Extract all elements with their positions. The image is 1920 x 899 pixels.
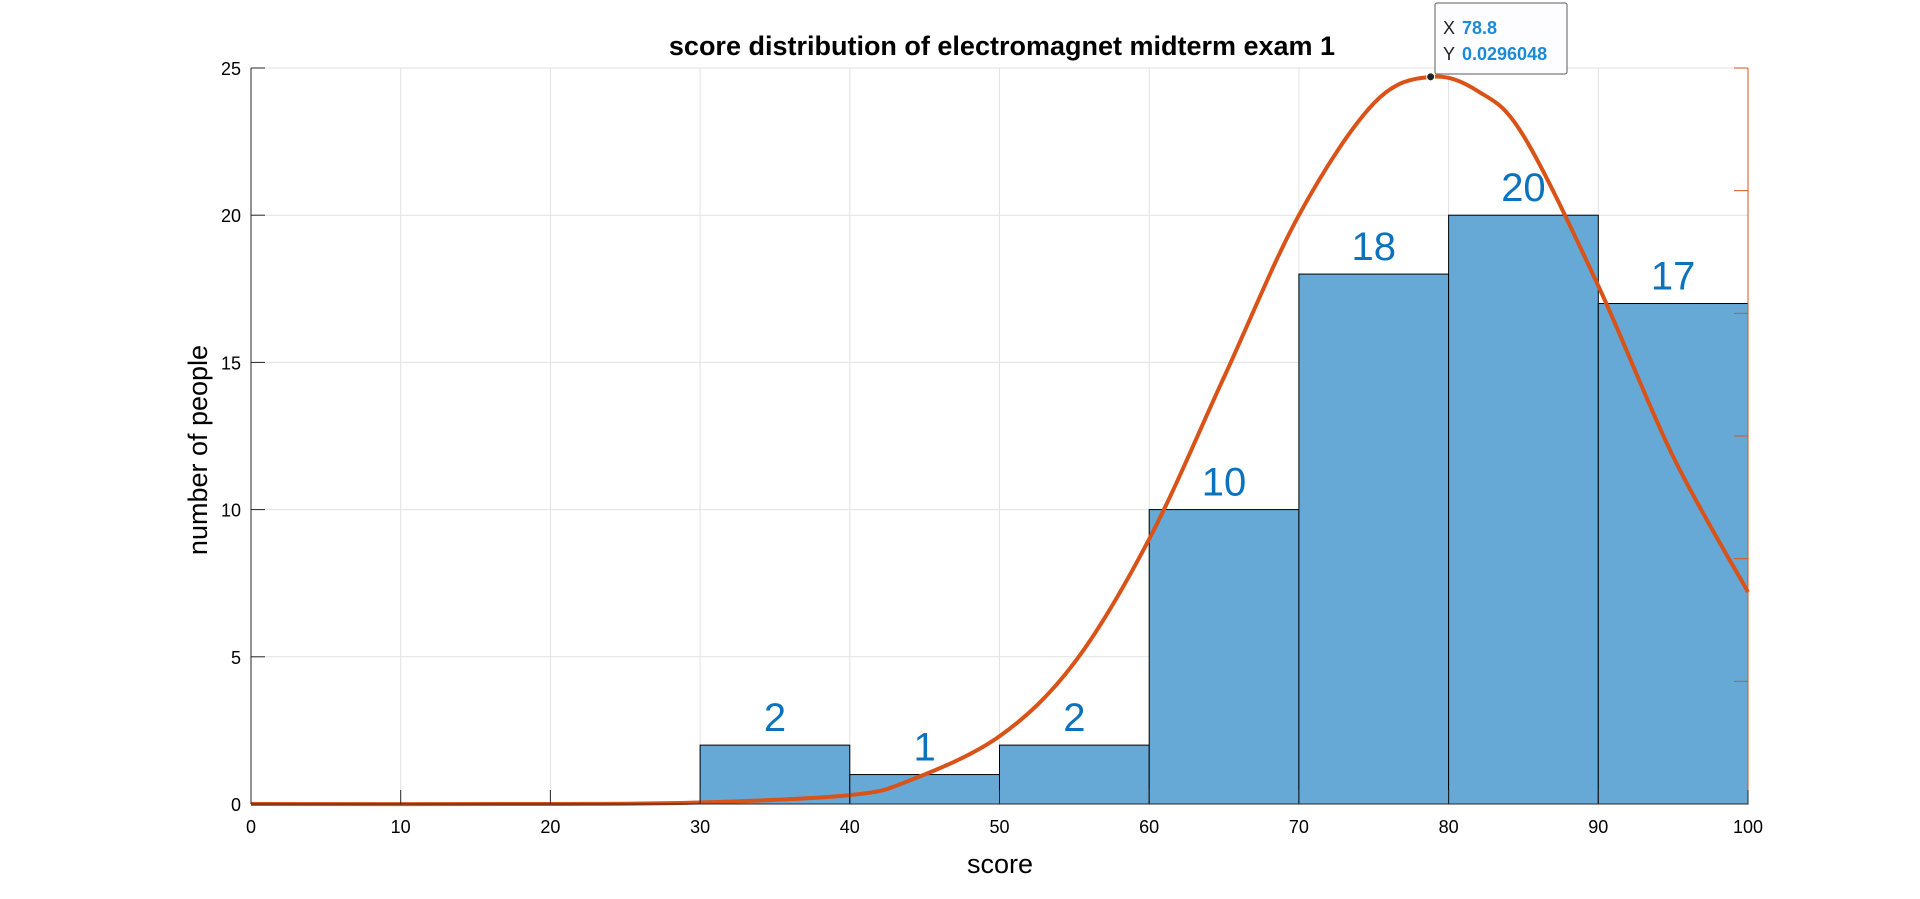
bar-value-label: 10: [1202, 461, 1247, 505]
bar-value-label: 1: [914, 726, 936, 770]
y-tick-labels: 0 5 10 15 20 25: [221, 59, 241, 815]
bar-value-label: 2: [764, 696, 786, 740]
y-tick-label: 15: [221, 353, 241, 373]
datatip-x-key: X: [1443, 18, 1455, 38]
datatip-y-value: 0.0296048: [1462, 44, 1547, 64]
histogram-bar: [999, 744, 1150, 805]
histogram-bar: [1597, 303, 1749, 805]
y-tick-label: 20: [221, 206, 241, 226]
datatip-marker[interactable]: [1426, 72, 1436, 82]
x-tick-label: 100: [1733, 817, 1763, 837]
chart-title: score distribution of electromagnet midt…: [669, 31, 1335, 61]
fit-curve-layer: [250, 72, 1750, 807]
x-tick-label: 20: [540, 817, 560, 837]
y-tick-label: 0: [231, 795, 241, 815]
x-tick-label: 70: [1289, 817, 1309, 837]
x-tick-labels: 0 10 20 30 40 50 60 70 80 90 100: [246, 817, 1763, 837]
x-tick-label: 0: [246, 817, 256, 837]
x-tick-label: 40: [840, 817, 860, 837]
y-tick-label: 10: [221, 501, 241, 521]
datatip-box: [1434, 2, 1568, 75]
normal-fit-curve: [250, 74, 1750, 807]
histogram-bar: [1298, 273, 1450, 805]
axes: [250, 67, 1749, 805]
x-tick-label: 30: [690, 817, 710, 837]
histogram-bar: [1148, 509, 1300, 805]
x-tick-label: 90: [1588, 817, 1608, 837]
histogram-bar: [849, 774, 1000, 805]
histogram-bar: [1448, 214, 1599, 805]
x-tick-label: 50: [989, 817, 1009, 837]
y-tick-label: 25: [221, 59, 241, 79]
x-tick-label: 60: [1139, 817, 1159, 837]
bar-value-labels: 2 1 2 10 18 20 17: [764, 166, 1696, 769]
datatip-y-key: Y: [1443, 44, 1455, 64]
histogram-bars: [699, 214, 1749, 805]
x-axis-label: score: [967, 849, 1033, 879]
histogram-bar: [699, 744, 851, 805]
bar-value-label: 20: [1501, 166, 1546, 210]
datatip-x-value: 78.8: [1462, 18, 1497, 38]
bar-value-label: 18: [1352, 225, 1397, 269]
bar-value-label: 2: [1063, 696, 1085, 740]
x-tick-label: 80: [1439, 817, 1459, 837]
x-tick-label: 10: [391, 817, 411, 837]
y-axis-label: number of people: [183, 345, 213, 555]
datatip[interactable]: X 78.8 Y 0.0296048: [1434, 2, 1568, 75]
y-tick-label: 5: [231, 648, 241, 668]
bar-value-label: 17: [1651, 255, 1696, 299]
